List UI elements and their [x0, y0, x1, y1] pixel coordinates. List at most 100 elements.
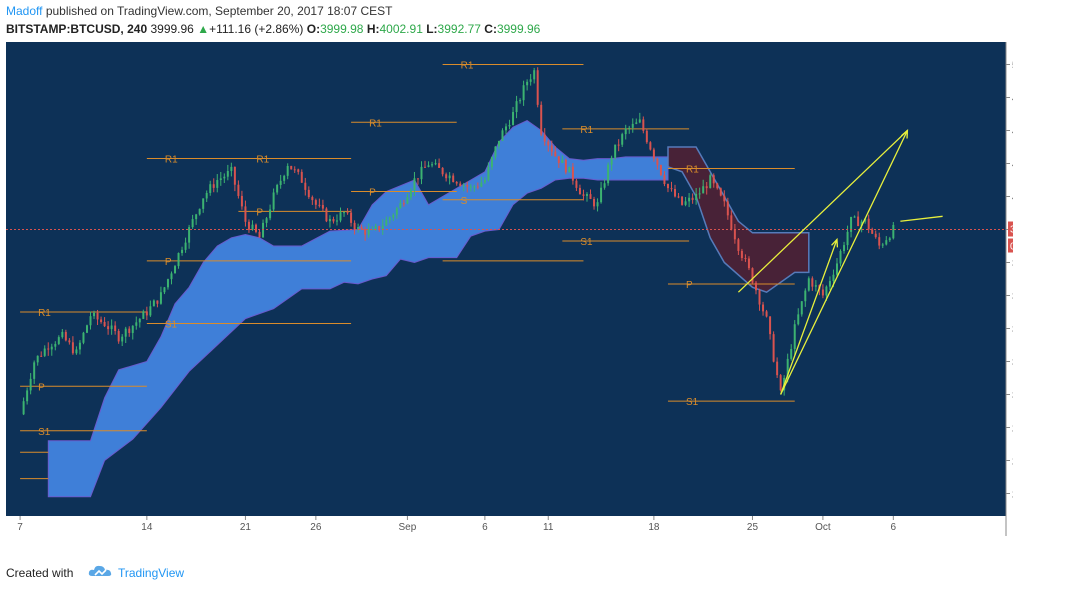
- trend-arrowhead: [831, 237, 839, 248]
- candle-body: [371, 229, 374, 231]
- pivot-label: S1: [580, 237, 593, 248]
- candle-body: [740, 250, 743, 259]
- countdown-tag-text: 03:52:29: [1010, 242, 1013, 253]
- candle-body: [219, 178, 222, 181]
- ohlc-line: BITSTAMP:BTCUSD, 240 3999.96 ▲+111.16 (+…: [6, 22, 540, 36]
- candle-body: [43, 348, 46, 356]
- candle-body: [36, 355, 39, 363]
- candle-body: [769, 316, 772, 335]
- candle-body: [406, 197, 409, 204]
- candle-body: [364, 229, 367, 235]
- candle-body: [262, 222, 265, 238]
- candle-body: [638, 119, 641, 123]
- candle-body: [462, 184, 465, 186]
- candle-body: [888, 238, 891, 241]
- candle-body: [314, 200, 317, 205]
- x-tick-label: 11: [543, 522, 554, 533]
- candle-body: [409, 190, 412, 198]
- candle-body: [47, 348, 50, 350]
- candle-body: [505, 126, 507, 131]
- candle-body: [751, 268, 754, 283]
- y-tick-label: 2800.00: [1012, 424, 1013, 435]
- candle-body: [100, 319, 103, 322]
- candle-body: [202, 198, 205, 209]
- candle-body: [793, 324, 796, 349]
- candle-body: [198, 208, 201, 215]
- candle-body: [652, 149, 655, 159]
- candle-body: [800, 301, 803, 315]
- candle-body: [114, 325, 117, 332]
- candle-body: [758, 290, 761, 305]
- candle-body: [416, 178, 419, 180]
- candle-body: [434, 163, 437, 165]
- candle-body: [195, 214, 198, 220]
- candle-body: [332, 219, 335, 222]
- trend-line: [780, 239, 838, 395]
- candle-body: [755, 282, 757, 291]
- candle-body: [786, 358, 789, 378]
- candle-body: [691, 197, 694, 201]
- candle-body: [29, 378, 32, 391]
- candle-body: [832, 274, 835, 282]
- tradingview-brand: TradingView: [118, 566, 185, 580]
- candle-body: [607, 164, 610, 184]
- candle-body: [621, 134, 624, 145]
- candle-body: [357, 227, 360, 230]
- chart-area[interactable]: R1 P S1 R1 P S1 R1 P R1 P R1 S R1 S1 R1 P S1 2400.00 2600.…: [6, 42, 1049, 536]
- candle-body: [350, 212, 353, 223]
- candle-body: [149, 306, 152, 316]
- trend-line: [780, 130, 908, 395]
- candle-body: [276, 184, 279, 193]
- candle-body: [420, 166, 423, 180]
- candle-body: [645, 130, 648, 143]
- candle-body: [656, 158, 659, 166]
- x-tick-label: 14: [141, 522, 153, 533]
- last-price: 3999.96: [150, 22, 194, 36]
- candle-body: [286, 165, 289, 176]
- candle-body: [730, 215, 733, 230]
- candle-body: [487, 166, 490, 181]
- candle-body: [885, 240, 888, 245]
- candle-body: [212, 184, 215, 188]
- candle-body: [304, 182, 307, 190]
- candle-body: [476, 186, 479, 188]
- low-value: 3992.77: [437, 22, 481, 36]
- candle-body: [290, 165, 293, 170]
- author-link[interactable]: Madoff: [6, 4, 43, 18]
- candle-body: [22, 401, 25, 415]
- cloud-logo-icon: [88, 565, 112, 576]
- x-tick-label: 6: [482, 522, 488, 533]
- candle-body: [279, 180, 282, 185]
- pivot-label: R1: [580, 125, 593, 136]
- candle-body: [367, 229, 370, 235]
- candle-body: [519, 100, 522, 102]
- candle-body: [881, 244, 884, 246]
- plot-background: [6, 42, 1006, 516]
- y-tick-label: 2600.00: [1012, 457, 1013, 468]
- price-chart[interactable]: R1 P S1 R1 P S1 R1 P R1 P R1 S R1 S1 R1 P S1 2400.00 2600.…: [6, 42, 1049, 536]
- candle-body: [596, 202, 599, 207]
- x-tick-label: 21: [240, 522, 252, 533]
- candle-body: [181, 249, 184, 254]
- candle-body: [156, 300, 159, 304]
- candle-body: [78, 342, 81, 350]
- candle-body: [649, 142, 652, 150]
- candle-body: [828, 281, 831, 287]
- candle-body: [152, 300, 155, 307]
- y-tick-label: 3800.00: [1012, 259, 1013, 270]
- candle-body: [776, 361, 779, 376]
- candle-body: [85, 325, 88, 333]
- candle-body: [582, 194, 585, 196]
- candle-body: [135, 322, 138, 326]
- x-tick-label: 6: [891, 522, 897, 533]
- candle-body: [585, 194, 588, 196]
- candle-body: [515, 101, 518, 113]
- candle-body: [473, 186, 476, 188]
- pivot-label: P: [369, 188, 376, 199]
- candle-body: [26, 390, 29, 402]
- candle-body: [666, 184, 669, 189]
- candle-body: [593, 198, 596, 207]
- candle-body: [251, 224, 254, 230]
- candle-body: [716, 183, 719, 189]
- footer: Created with TradingView: [0, 558, 1069, 591]
